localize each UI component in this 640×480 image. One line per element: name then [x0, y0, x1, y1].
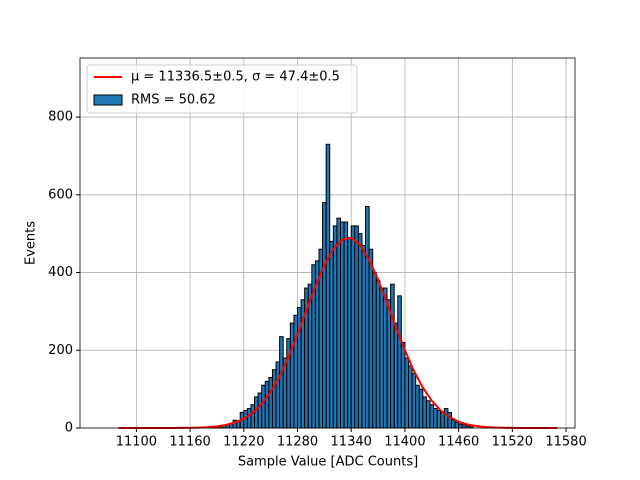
histogram-bar	[261, 384, 266, 429]
histogram-bar	[379, 287, 384, 429]
histogram-bar	[436, 410, 442, 429]
histogram-bar	[422, 396, 427, 429]
histogram-bar	[393, 322, 399, 429]
histogram-bar	[347, 237, 352, 429]
x-tick-label: 11280	[277, 435, 318, 450]
histogram-bar	[257, 392, 263, 429]
legend-label: RMS = 50.62	[131, 93, 216, 108]
histogram-bar	[454, 421, 460, 429]
histogram-bar	[357, 233, 363, 429]
histogram-bar	[372, 272, 377, 429]
histogram-bar	[343, 221, 349, 429]
histogram-bar	[418, 388, 424, 429]
histogram-bar	[336, 217, 341, 429]
histogram-bar	[429, 404, 435, 429]
histogram-bar	[447, 411, 452, 429]
x-tick-label: 11160	[169, 435, 210, 450]
histogram-bar	[246, 408, 252, 429]
histogram-bar	[361, 244, 367, 429]
histogram-bar	[365, 205, 370, 429]
y-tick-label: 200	[48, 343, 73, 358]
histogram-bar	[368, 248, 374, 429]
x-tick-label: 11220	[223, 435, 264, 450]
histogram-bar	[279, 336, 284, 429]
histogram-bar	[458, 423, 463, 429]
y-tick-label: 800	[48, 110, 73, 125]
x-tick-label: 11520	[492, 435, 533, 450]
histogram-bar	[450, 419, 456, 429]
legend-patch	[93, 94, 123, 106]
histogram-bar	[461, 424, 467, 429]
x-tick-label: 11340	[331, 435, 372, 450]
histogram-bar	[397, 295, 402, 429]
histogram-bar	[332, 225, 338, 429]
axes-frame	[79, 57, 576, 429]
histogram-bar	[271, 369, 277, 429]
legend-label: μ = 11336.5±0.5, σ = 47.4±0.5	[131, 70, 340, 85]
histogram-bar	[433, 408, 438, 429]
histogram-bar	[404, 357, 410, 429]
plot-area	[118, 143, 558, 429]
histogram-bar	[400, 341, 406, 429]
y-tick-label: 600	[48, 187, 73, 202]
histogram-bar	[382, 287, 388, 429]
legend-box	[86, 64, 358, 114]
legend: μ = 11336.5±0.5, σ = 47.4±0.5 RMS = 50.62	[86, 64, 358, 114]
histogram-bar	[386, 299, 392, 429]
y-axis-label: Events	[24, 221, 39, 265]
histogram-bar	[293, 314, 299, 429]
histogram-bar	[440, 411, 445, 429]
histogram-bar	[375, 279, 381, 429]
histogram-bar	[443, 408, 449, 429]
x-tick-label: 11400	[384, 435, 425, 450]
histogram-bar	[425, 400, 431, 429]
histogram-bar	[275, 361, 281, 429]
histogram-bar	[268, 376, 273, 429]
histogram-bar	[411, 373, 417, 429]
histogram-bar	[250, 404, 256, 429]
x-tick-label: 11100	[116, 435, 157, 450]
y-tick-label: 400	[48, 265, 73, 280]
histogram-bar	[339, 221, 345, 429]
histogram-bar	[408, 365, 413, 429]
histogram-bar	[350, 225, 356, 429]
x-tick-label: 11460	[438, 435, 479, 450]
histogram-bar	[322, 202, 327, 429]
histogram-bar	[289, 322, 295, 429]
histogram-bar	[264, 380, 270, 429]
y-tick-label: 0	[65, 421, 73, 436]
histogram-bar	[329, 240, 334, 429]
histogram-bar	[415, 384, 420, 429]
histogram-bar	[254, 396, 259, 429]
x-axis-label: Sample Value [ADC Counts]	[238, 455, 418, 470]
histogram-bar	[325, 143, 331, 429]
x-tick-label: 11580	[545, 435, 586, 450]
histogram-bar	[354, 225, 359, 429]
histogram-bar	[390, 283, 395, 429]
